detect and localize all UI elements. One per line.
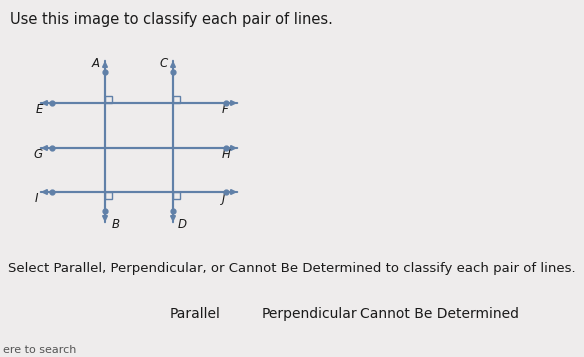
Text: F: F: [222, 103, 229, 116]
Text: D: D: [178, 218, 187, 231]
Text: H: H: [222, 148, 231, 161]
Text: ere to search: ere to search: [3, 345, 77, 355]
Text: A: A: [92, 57, 100, 70]
Text: Perpendicular: Perpendicular: [262, 307, 357, 321]
Text: E: E: [36, 103, 43, 116]
Text: Parallel: Parallel: [170, 307, 221, 321]
Text: I: I: [34, 192, 38, 205]
Text: C: C: [160, 57, 168, 70]
Text: G: G: [34, 148, 43, 161]
Text: B: B: [112, 218, 120, 231]
Text: Use this image to classify each pair of lines.: Use this image to classify each pair of …: [10, 12, 333, 27]
Text: J: J: [222, 192, 225, 205]
Text: Select Parallel, Perpendicular, or Cannot Be Determined to classify each pair of: Select Parallel, Perpendicular, or Canno…: [8, 262, 576, 275]
Text: Cannot Be Determined: Cannot Be Determined: [360, 307, 519, 321]
